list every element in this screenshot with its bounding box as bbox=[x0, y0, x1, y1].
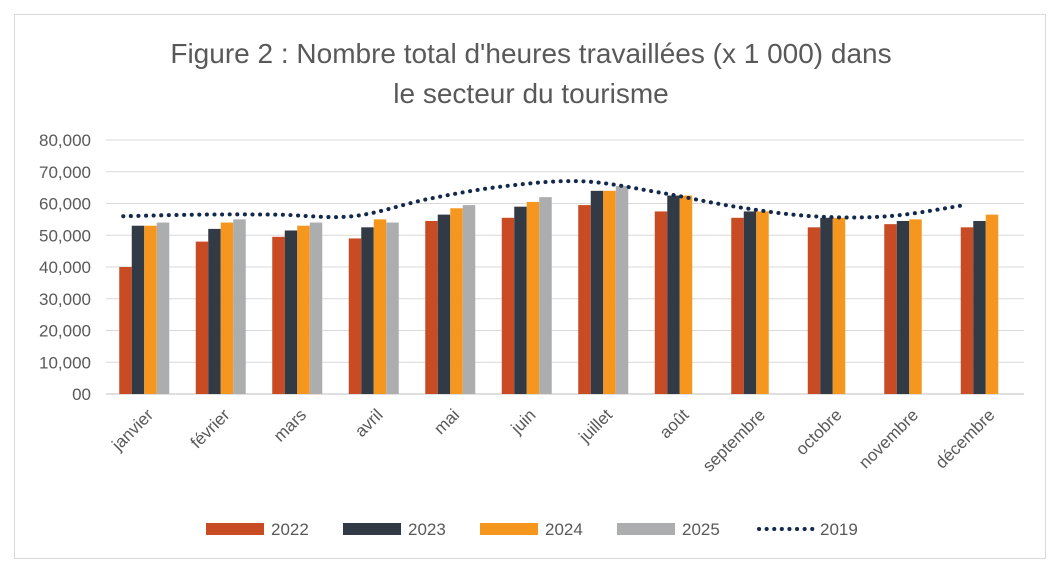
bar-2024 bbox=[526, 201, 540, 394]
bar-2022 bbox=[119, 267, 132, 394]
x-tick-label: avril bbox=[351, 405, 386, 440]
legend-label: 2022 bbox=[271, 520, 309, 539]
x-tick-label: décembre bbox=[932, 405, 999, 472]
bar-2025 bbox=[156, 222, 170, 394]
x-tick-label: octobre bbox=[792, 405, 846, 459]
chart-title-line-2: le secteur du tourisme bbox=[393, 78, 669, 109]
bar-2023 bbox=[514, 206, 527, 394]
y-tick-label: 40,000 bbox=[39, 258, 91, 277]
legend-swatch-2024 bbox=[480, 523, 538, 535]
bar-2023 bbox=[284, 230, 298, 394]
x-tick-label: février bbox=[187, 405, 234, 452]
y-axis: 00 10,000 20,000 30,000 40,000 50,000 60,000 70… bbox=[39, 131, 91, 404]
y-tick-label: 00 bbox=[72, 385, 91, 404]
line-2019 bbox=[121, 179, 967, 220]
x-tick-label: mars bbox=[270, 405, 310, 445]
bar-2023 bbox=[820, 217, 833, 394]
bar-2024 bbox=[297, 225, 310, 394]
bar-2023 bbox=[437, 214, 451, 394]
bar-2025 bbox=[233, 219, 246, 394]
y-tick-label: 20,000 bbox=[39, 322, 91, 341]
chart-title: Figure 2 : Nombre total d'heures travail… bbox=[0, 34, 1062, 114]
bar-2025 bbox=[309, 222, 323, 394]
legend-label: 2024 bbox=[545, 520, 583, 539]
grid-lines bbox=[106, 139, 1024, 395]
bar-2022 bbox=[272, 236, 285, 394]
y-tick-label: 10,000 bbox=[39, 353, 91, 372]
x-tick-label: septembre bbox=[699, 405, 769, 475]
x-tick-label: janvier bbox=[108, 405, 158, 455]
legend-label: 2023 bbox=[408, 520, 446, 539]
y-tick-label: 30,000 bbox=[39, 290, 91, 309]
x-axis: janvier février mars avril mai juin juillet aoû… bbox=[108, 405, 999, 475]
bar-2023 bbox=[208, 228, 221, 394]
bar-2025 bbox=[539, 197, 552, 394]
bar-2022 bbox=[348, 238, 362, 394]
legend-swatch-2025 bbox=[617, 523, 675, 535]
bar-2024 bbox=[144, 225, 157, 394]
y-tick-label: 50,000 bbox=[39, 226, 91, 245]
bar-2022 bbox=[501, 217, 515, 394]
bar-2024 bbox=[679, 195, 693, 394]
bar-2025 bbox=[615, 186, 629, 394]
bar-2022 bbox=[960, 227, 974, 394]
x-tick-label: novembre bbox=[855, 405, 922, 472]
bar-2024 bbox=[985, 214, 999, 394]
chart-title-line-1: Figure 2 : Nombre total d'heures travail… bbox=[170, 38, 892, 69]
bar-2022 bbox=[578, 205, 591, 394]
bar-series bbox=[119, 186, 999, 394]
bar-2023 bbox=[590, 190, 604, 394]
legend-label: 2025 bbox=[682, 520, 720, 539]
bar-2022 bbox=[807, 227, 821, 394]
bar-2023 bbox=[896, 220, 910, 394]
legend-swatch-2022 bbox=[206, 523, 264, 535]
bar-2024 bbox=[373, 219, 387, 394]
x-tick-label: juin bbox=[507, 405, 540, 438]
bar-2022 bbox=[884, 224, 897, 394]
bar-2023 bbox=[361, 227, 374, 394]
y-tick-label: 70,000 bbox=[39, 163, 91, 182]
bar-2022 bbox=[425, 220, 438, 394]
bar-2024 bbox=[756, 211, 769, 394]
bar-2022 bbox=[654, 211, 668, 394]
line-series bbox=[121, 179, 967, 220]
bar-2023 bbox=[973, 220, 986, 394]
bar-2023 bbox=[131, 225, 145, 394]
x-tick-label: juillet bbox=[575, 405, 617, 447]
bar-2024 bbox=[909, 219, 922, 394]
y-tick-label: 60,000 bbox=[39, 195, 91, 214]
bar-2023 bbox=[743, 211, 757, 394]
bar-2024 bbox=[220, 222, 234, 394]
x-tick-label: août bbox=[656, 405, 693, 442]
legend: 2022 2023 2024 2025 2019 bbox=[206, 520, 858, 539]
bar-2024 bbox=[450, 208, 463, 394]
bar-2025 bbox=[462, 205, 476, 394]
bar-2022 bbox=[731, 217, 744, 394]
bar-2025 bbox=[386, 222, 399, 394]
y-tick-label: 80,000 bbox=[39, 131, 91, 150]
bar-2022 bbox=[195, 241, 209, 394]
bar-2023 bbox=[667, 195, 680, 394]
legend-swatch-2023 bbox=[343, 523, 401, 535]
bar-2024 bbox=[603, 190, 616, 394]
x-tick-label: mai bbox=[430, 405, 463, 438]
legend-label: 2019 bbox=[820, 520, 858, 539]
bar-2024 bbox=[832, 217, 846, 394]
